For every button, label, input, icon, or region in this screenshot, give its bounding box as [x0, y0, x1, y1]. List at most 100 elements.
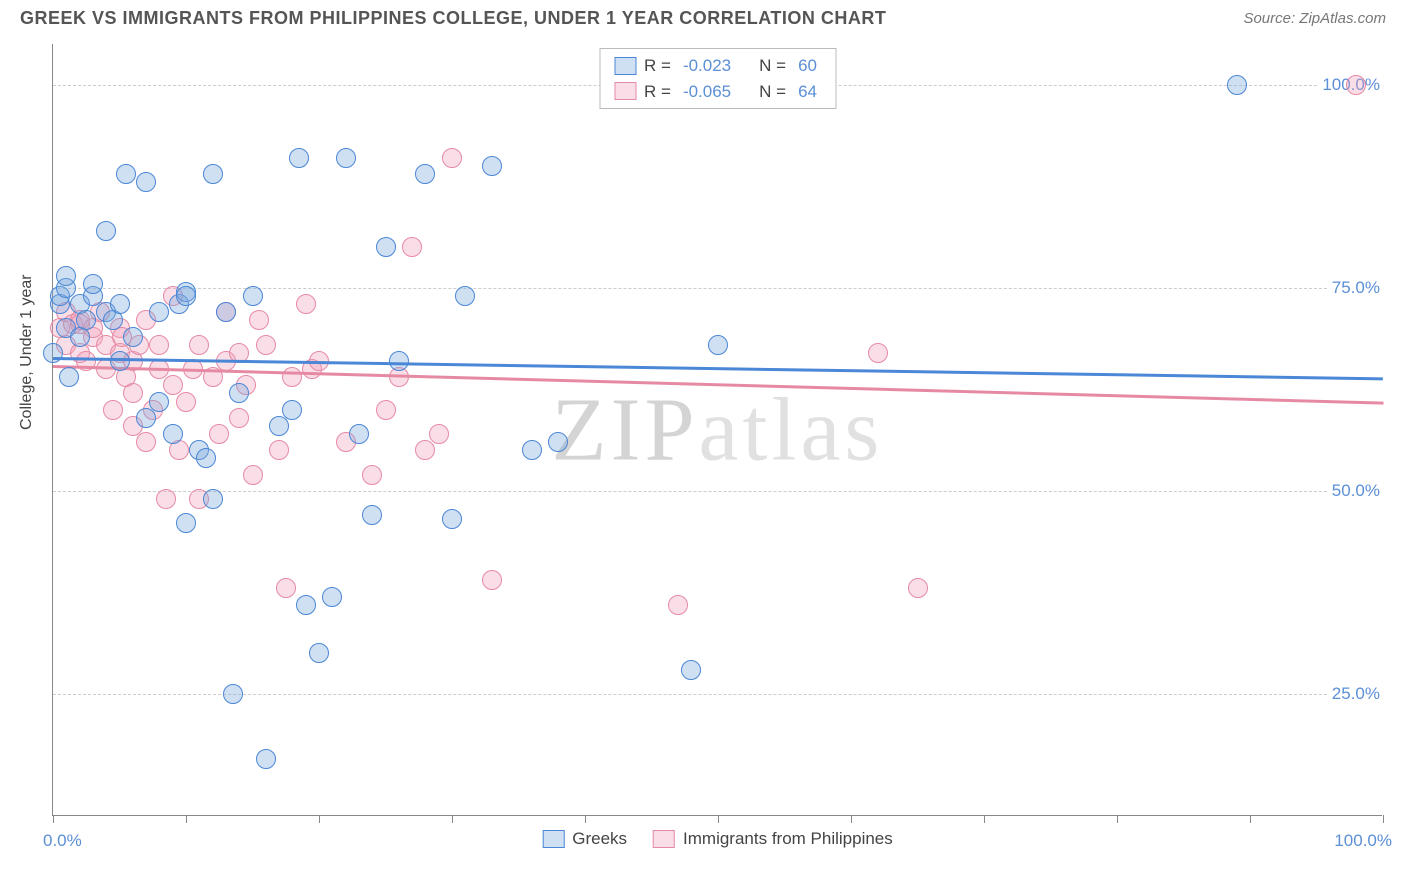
data-point-greeks	[322, 587, 342, 607]
r-value-greeks: -0.023	[683, 53, 731, 79]
data-point-philippines	[176, 392, 196, 412]
data-point-philippines	[123, 383, 143, 403]
data-point-greeks	[123, 327, 143, 347]
correlation-scatter-chart: ZIPatlas R = -0.023 N = 60 R = -0.065 N …	[52, 44, 1382, 816]
data-point-philippines	[282, 367, 302, 387]
legend-item-philippines: Immigrants from Philippines	[653, 829, 893, 849]
data-point-greeks	[229, 383, 249, 403]
data-point-greeks	[309, 643, 329, 663]
x-axis-min-label: 0.0%	[43, 831, 82, 851]
data-point-philippines	[415, 440, 435, 460]
data-point-greeks	[223, 684, 243, 704]
swatch-philippines-icon	[653, 830, 675, 848]
data-point-greeks	[522, 440, 542, 460]
data-point-greeks	[136, 172, 156, 192]
data-point-greeks	[149, 302, 169, 322]
y-tick-label: 50.0%	[1328, 481, 1384, 501]
data-point-greeks	[336, 148, 356, 168]
data-point-philippines	[376, 400, 396, 420]
data-point-greeks	[110, 294, 130, 314]
data-point-philippines	[442, 148, 462, 168]
x-tick	[319, 815, 320, 823]
data-point-philippines	[103, 400, 123, 420]
n-value-philippines: 64	[798, 79, 817, 105]
data-point-greeks	[196, 448, 216, 468]
data-point-greeks	[176, 513, 196, 533]
data-point-greeks	[296, 595, 316, 615]
gridline	[53, 694, 1382, 695]
x-tick	[53, 815, 54, 823]
gridline	[53, 491, 1382, 492]
data-point-greeks	[1227, 75, 1247, 95]
data-point-greeks	[59, 367, 79, 387]
data-point-philippines	[209, 424, 229, 444]
y-tick-label: 25.0%	[1328, 684, 1384, 704]
data-point-greeks	[362, 505, 382, 525]
data-point-greeks	[176, 286, 196, 306]
data-point-greeks	[681, 660, 701, 680]
data-point-greeks	[708, 335, 728, 355]
x-tick	[1383, 815, 1384, 823]
page-title: GREEK VS IMMIGRANTS FROM PHILIPPINES COL…	[20, 8, 886, 29]
data-point-greeks	[256, 749, 276, 769]
data-point-philippines	[136, 432, 156, 452]
legend-row-philippines: R = -0.065 N = 64	[614, 79, 821, 105]
data-point-philippines	[249, 310, 269, 330]
y-tick-label: 75.0%	[1328, 278, 1384, 298]
correlation-stats-legend: R = -0.023 N = 60 R = -0.065 N = 64	[599, 48, 836, 109]
data-point-philippines	[269, 440, 289, 460]
data-point-philippines	[256, 335, 276, 355]
x-tick	[452, 815, 453, 823]
trend-line-greeks	[53, 357, 1383, 380]
data-point-greeks	[116, 164, 136, 184]
data-point-greeks	[282, 400, 302, 420]
data-point-philippines	[402, 237, 422, 257]
data-point-philippines	[296, 294, 316, 314]
series-legend: Greeks Immigrants from Philippines	[542, 829, 893, 849]
data-point-greeks	[482, 156, 502, 176]
data-point-greeks	[389, 351, 409, 371]
data-point-greeks	[203, 164, 223, 184]
n-value-greeks: 60	[798, 53, 817, 79]
data-point-greeks	[415, 164, 435, 184]
x-tick	[1250, 815, 1251, 823]
data-point-philippines	[156, 489, 176, 509]
x-tick	[1117, 815, 1118, 823]
swatch-philippines	[614, 82, 636, 100]
data-point-greeks	[76, 310, 96, 330]
data-point-philippines	[362, 465, 382, 485]
x-tick	[851, 815, 852, 823]
data-point-greeks	[269, 416, 289, 436]
data-point-philippines	[908, 578, 928, 598]
data-point-philippines	[189, 335, 209, 355]
data-point-greeks	[455, 286, 475, 306]
data-point-greeks	[216, 302, 236, 322]
swatch-greeks-icon	[542, 830, 564, 848]
data-point-greeks	[163, 424, 183, 444]
data-point-philippines	[482, 570, 502, 590]
data-point-greeks	[442, 509, 462, 529]
data-point-greeks	[203, 489, 223, 509]
data-point-greeks	[149, 392, 169, 412]
data-point-greeks	[83, 274, 103, 294]
legend-row-greeks: R = -0.023 N = 60	[614, 53, 821, 79]
data-point-philippines	[229, 408, 249, 428]
data-point-greeks	[243, 286, 263, 306]
data-point-greeks	[110, 351, 130, 371]
legend-item-greeks: Greeks	[542, 829, 627, 849]
data-point-greeks	[289, 148, 309, 168]
data-point-philippines	[868, 343, 888, 363]
data-point-philippines	[668, 595, 688, 615]
data-point-philippines	[243, 465, 263, 485]
y-axis-label: College, Under 1 year	[18, 274, 36, 430]
data-point-greeks	[96, 221, 116, 241]
r-value-philippines: -0.065	[683, 79, 731, 105]
data-point-greeks	[548, 432, 568, 452]
swatch-greeks	[614, 57, 636, 75]
data-point-philippines	[429, 424, 449, 444]
source-attribution: Source: ZipAtlas.com	[1243, 10, 1386, 27]
x-tick	[718, 815, 719, 823]
watermark: ZIPatlas	[552, 378, 884, 481]
data-point-greeks	[349, 424, 369, 444]
x-tick	[984, 815, 985, 823]
